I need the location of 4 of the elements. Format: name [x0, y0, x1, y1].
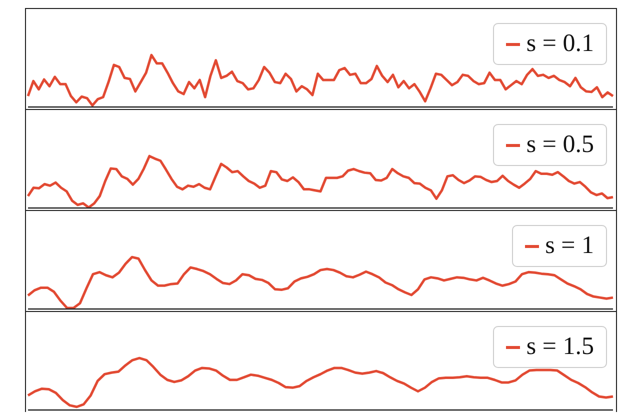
legend-label: s = 0.1 [526, 30, 594, 58]
legend-label: s = 1.5 [526, 333, 594, 361]
legend-label: s = 0.5 [526, 131, 594, 159]
legend-label: s = 1 [545, 232, 594, 260]
